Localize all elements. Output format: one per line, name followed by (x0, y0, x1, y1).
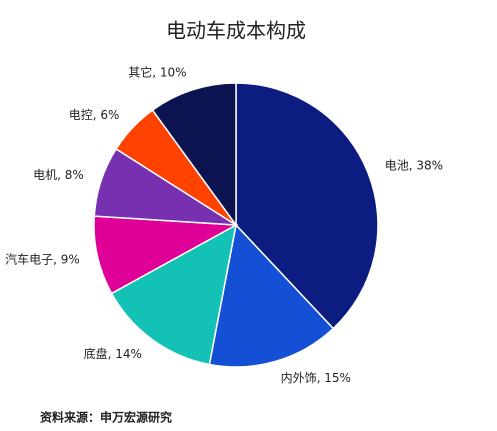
slice-label: 电控, 6% (69, 108, 120, 122)
pie-slice (110, 223, 238, 366)
slice-label: 内外饰, 15% (281, 371, 351, 385)
pie-slice (93, 215, 239, 295)
chart-title: 电动车成本构成 (166, 19, 306, 43)
slice-label: 其它, 10% (128, 64, 186, 79)
slice-label: 底盘, 14% (84, 346, 142, 361)
slice-label: 电池, 38% (385, 159, 443, 173)
pie-slice (151, 82, 237, 228)
slice-label: 汽车电子, 9% (5, 251, 80, 266)
slice-label: 电机, 8% (33, 168, 84, 182)
pie-slice (208, 223, 335, 368)
source-note: 资料来源：申万宏源研究 (40, 410, 172, 425)
pie-slice (235, 82, 379, 330)
